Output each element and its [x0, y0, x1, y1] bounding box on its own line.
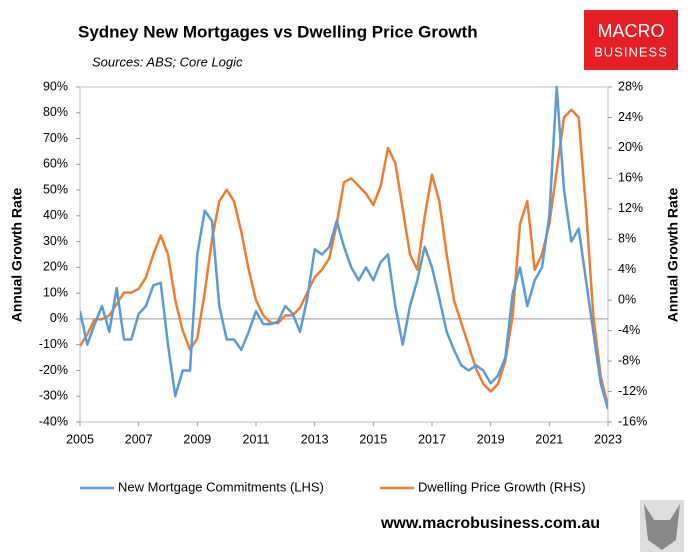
y-tick-label: 80% [43, 105, 68, 119]
series-line [80, 108, 608, 408]
y-tick-label: 30% [43, 234, 68, 248]
y-axis-label: Annual Growth Rate [9, 188, 25, 323]
y-tick-label: -20% [39, 363, 68, 377]
y-tick-label: 90% [43, 79, 68, 93]
y-tick-label: 0% [50, 311, 68, 325]
y-tick-label: -30% [39, 389, 68, 403]
x-tick-label: 2013 [301, 432, 329, 446]
x-tick-label: 2009 [183, 432, 211, 446]
y2-tick-label: -8% [618, 353, 640, 367]
y-tick-label: 10% [43, 285, 68, 299]
y2-tick-label: 12% [618, 201, 643, 215]
logo-text: MACRO [598, 21, 665, 41]
legend-label: New Mortgage Commitments (LHS) [118, 479, 324, 494]
wolf-icon [640, 500, 684, 552]
chart-title: Sydney New Mortgages vs Dwelling Price G… [78, 22, 478, 41]
plot-frame [79, 86, 609, 423]
y2-tick-label: 8% [618, 232, 636, 246]
footer-url: www.macrobusiness.com.au [380, 515, 600, 532]
series-line [80, 85, 608, 410]
y2-tick-label: 20% [618, 140, 643, 154]
y-tick-label: 40% [43, 208, 68, 222]
y2-tick-label: 16% [618, 171, 643, 185]
x-tick-label: 2017 [418, 432, 446, 446]
x-tick-label: 2007 [125, 432, 153, 446]
y-tick-label: -40% [39, 414, 68, 428]
y-tick-label: 20% [43, 260, 68, 274]
y2-tick-label: -4% [618, 323, 640, 337]
legend-label: Dwelling Price Growth (RHS) [418, 479, 586, 494]
y-tick-label: 50% [43, 182, 68, 196]
y2-tick-label: -16% [618, 414, 647, 428]
x-tick-label: 2019 [477, 432, 505, 446]
y2-tick-label: 0% [618, 292, 636, 306]
y-tick-label: 70% [43, 131, 68, 145]
y2-tick-label: 28% [618, 79, 643, 93]
y2-axis-label: Annual Growth Rate [665, 188, 681, 323]
x-tick-label: 2011 [243, 432, 270, 446]
y2-tick-label: 24% [618, 110, 643, 124]
y2-tick-label: -12% [618, 384, 647, 398]
y-tick-label: 60% [43, 157, 68, 171]
logo-box [584, 10, 678, 70]
chart-subtitle: Sources: ABS; Core Logic [92, 54, 243, 69]
x-tick-label: 2023 [594, 432, 622, 446]
y-tick-label: -10% [39, 337, 68, 351]
logo-text: BUSINESS [594, 44, 668, 59]
x-tick-label: 2005 [66, 432, 94, 446]
x-tick-label: 2015 [359, 432, 387, 446]
y2-tick-label: 4% [618, 262, 636, 276]
x-tick-label: 2021 [535, 432, 563, 446]
